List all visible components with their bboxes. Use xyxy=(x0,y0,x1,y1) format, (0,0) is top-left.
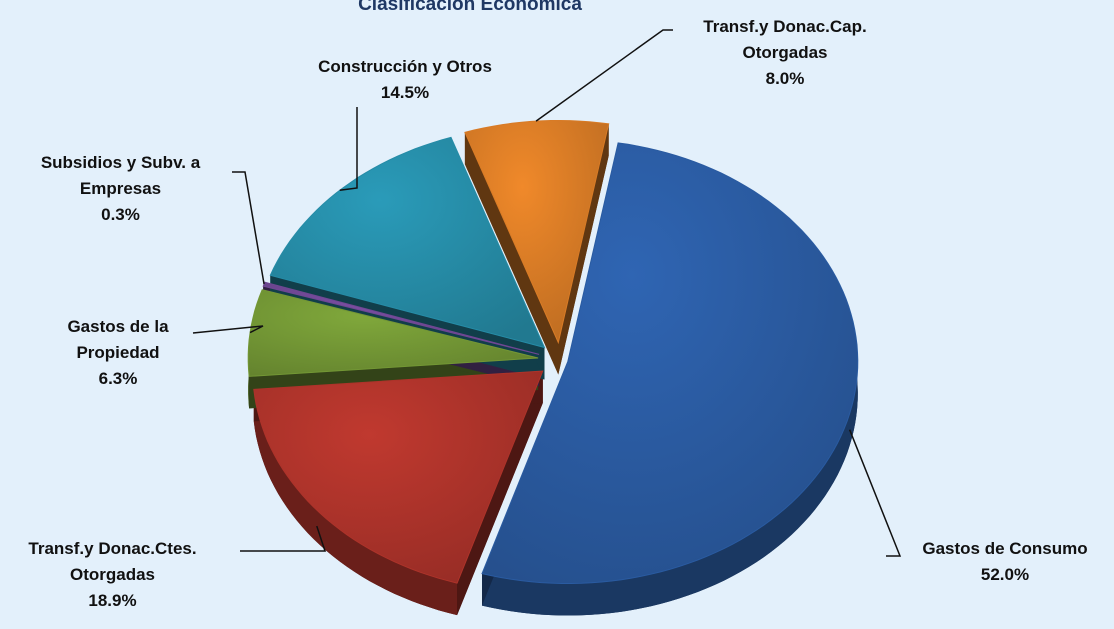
slice-wall xyxy=(464,132,559,375)
value-label: 8.0% xyxy=(765,69,805,88)
data-label: Transf.y Donac.Cap. Otorgadas 8.0% xyxy=(665,14,905,92)
category-label: Transf.y Donac.Ctes. Otorgadas xyxy=(28,539,197,584)
slice-wall xyxy=(457,371,543,616)
category-label: Gastos de la Propiedad xyxy=(67,317,169,362)
chart-title: Clasificación Económica xyxy=(358,0,582,15)
category-label: Subsidios y Subv. a Empresas xyxy=(40,153,201,198)
data-label: Transf.y Donac.Ctes. Otorgadas 18.9% xyxy=(10,536,215,614)
data-label: Gastos de la Propiedad 6.3% xyxy=(48,314,188,392)
data-label: Construcción y Otros 14.5% xyxy=(270,54,540,106)
value-label: 6.3% xyxy=(98,369,138,388)
slice xyxy=(253,370,544,584)
leader-line xyxy=(339,107,358,192)
category-label: Construcción y Otros xyxy=(318,57,492,76)
category-label: Gastos de Consumo xyxy=(922,539,1088,558)
value-label: 18.9% xyxy=(88,591,137,610)
slice-wall xyxy=(558,123,609,375)
slice xyxy=(481,142,859,584)
value-label: 0.3% xyxy=(101,205,140,224)
data-label: Gastos de Consumo 52.0% xyxy=(890,536,1114,588)
value-label: 14.5% xyxy=(380,83,430,102)
leader-line xyxy=(192,325,264,334)
slice xyxy=(464,120,610,345)
slice-rim xyxy=(253,389,458,616)
leader-line xyxy=(232,171,265,285)
leader-line xyxy=(240,525,327,552)
leader-line xyxy=(535,29,673,122)
leader-line xyxy=(848,429,902,557)
value-label: 52.0% xyxy=(980,565,1030,584)
data-label: Subsidios y Subv. a Empresas 0.3% xyxy=(18,150,223,228)
category-label: Transf.y Donac.Cap. Otorgadas xyxy=(703,17,867,62)
